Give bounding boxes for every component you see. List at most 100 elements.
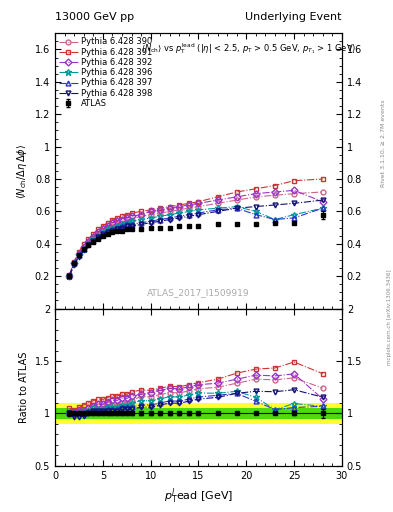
Pythia 6.428 390 <box>86 239 91 245</box>
Pythia 6.428 391 <box>101 223 105 229</box>
Pythia 6.428 392 <box>72 260 77 266</box>
Pythia 6.428 391 <box>96 226 101 232</box>
Pythia 6.428 392 <box>81 244 86 250</box>
Line: Pythia 6.428 398: Pythia 6.428 398 <box>67 198 325 279</box>
Pythia 6.428 398 <box>148 220 153 226</box>
Line: Pythia 6.428 390: Pythia 6.428 390 <box>67 189 325 279</box>
Pythia 6.428 398 <box>129 223 134 229</box>
Pythia 6.428 390 <box>177 207 182 213</box>
Line: Pythia 6.428 391: Pythia 6.428 391 <box>67 177 325 277</box>
Pythia 6.428 390 <box>196 203 201 209</box>
Pythia 6.428 398 <box>196 211 201 218</box>
Pythia 6.428 392 <box>67 273 72 279</box>
Pythia 6.428 398 <box>139 221 143 227</box>
Pythia 6.428 392 <box>148 208 153 215</box>
Pythia 6.428 397 <box>187 211 191 218</box>
Pythia 6.428 398 <box>67 273 72 279</box>
Pythia 6.428 396 <box>67 273 72 279</box>
Pythia 6.428 390 <box>105 225 110 231</box>
Pythia 6.428 397 <box>158 217 163 223</box>
Y-axis label: $\langle N_\mathrm{ch}/\Delta\eta\,\Delta\phi\rangle$: $\langle N_\mathrm{ch}/\Delta\eta\,\Delt… <box>15 143 29 199</box>
Pythia 6.428 391 <box>67 271 72 278</box>
Pythia 6.428 398 <box>110 228 115 234</box>
Pythia 6.428 390 <box>125 218 129 224</box>
Pythia 6.428 392 <box>129 213 134 219</box>
Pythia 6.428 391 <box>129 210 134 216</box>
Pythia 6.428 398 <box>86 242 91 248</box>
Pythia 6.428 397 <box>119 223 124 229</box>
Pythia 6.428 397 <box>91 238 95 244</box>
Pythia 6.428 390 <box>72 260 77 266</box>
Pythia 6.428 392 <box>96 229 101 236</box>
Pythia 6.428 397 <box>167 215 172 221</box>
Pythia 6.428 392 <box>101 226 105 232</box>
Pythia 6.428 396 <box>148 215 153 221</box>
Pythia 6.428 396 <box>215 205 220 211</box>
Pythia 6.428 392 <box>234 194 239 200</box>
Pythia 6.428 398 <box>158 218 163 224</box>
Pythia 6.428 390 <box>119 220 124 226</box>
Pythia 6.428 392 <box>167 205 172 211</box>
Pythia 6.428 392 <box>158 207 163 213</box>
Text: Rivet 3.1.10, ≥ 2.7M events: Rivet 3.1.10, ≥ 2.7M events <box>381 99 386 187</box>
Pythia 6.428 397 <box>86 241 91 247</box>
Pythia 6.428 398 <box>167 217 172 223</box>
Pythia 6.428 396 <box>96 232 101 239</box>
Pythia 6.428 392 <box>110 220 115 226</box>
Pythia 6.428 396 <box>81 246 86 252</box>
Pythia 6.428 396 <box>110 225 115 231</box>
Pythia 6.428 391 <box>139 208 143 215</box>
Pythia 6.428 390 <box>101 228 105 234</box>
Pythia 6.428 391 <box>158 205 163 211</box>
Pythia 6.428 397 <box>177 213 182 219</box>
Pythia 6.428 398 <box>273 202 277 208</box>
Pythia 6.428 397 <box>125 221 129 227</box>
Pythia 6.428 392 <box>292 187 296 194</box>
Pythia 6.428 391 <box>215 194 220 200</box>
Pythia 6.428 398 <box>177 215 182 221</box>
Pythia 6.428 390 <box>215 200 220 206</box>
Pythia 6.428 396 <box>196 207 201 213</box>
Line: Pythia 6.428 397: Pythia 6.428 397 <box>67 206 325 279</box>
Pythia 6.428 391 <box>86 236 91 242</box>
Pythia 6.428 398 <box>72 262 77 268</box>
Pythia 6.428 397 <box>72 260 77 266</box>
Pythia 6.428 390 <box>167 208 172 215</box>
Pythia 6.428 390 <box>81 244 86 250</box>
Pythia 6.428 392 <box>91 234 95 241</box>
Pythia 6.428 390 <box>320 189 325 195</box>
Text: Underlying Event: Underlying Event <box>245 11 342 22</box>
Pythia 6.428 396 <box>129 218 134 224</box>
Pythia 6.428 392 <box>139 211 143 218</box>
Pythia 6.428 396 <box>292 211 296 218</box>
Pythia 6.428 398 <box>119 225 124 231</box>
Text: mcplots.cern.ch [arXiv:1306.3436]: mcplots.cern.ch [arXiv:1306.3436] <box>387 270 391 365</box>
Pythia 6.428 397 <box>253 211 258 218</box>
Pythia 6.428 392 <box>253 190 258 197</box>
Pythia 6.428 390 <box>148 211 153 218</box>
Pythia 6.428 396 <box>115 223 119 229</box>
Line: Pythia 6.428 392: Pythia 6.428 392 <box>67 188 325 279</box>
Pythia 6.428 390 <box>96 231 101 237</box>
Pythia 6.428 398 <box>81 247 86 253</box>
Text: $\langle N_\mathrm{ch}\rangle$ vs $p_\mathrm{T}^\mathrm{lead}$ ($|\eta|$ < 2.5, : $\langle N_\mathrm{ch}\rangle$ vs $p_\ma… <box>141 41 356 56</box>
Pythia 6.428 398 <box>125 223 129 229</box>
Pythia 6.428 398 <box>320 197 325 203</box>
Pythia 6.428 396 <box>86 241 91 247</box>
Pythia 6.428 397 <box>101 231 105 237</box>
Pythia 6.428 397 <box>148 218 153 224</box>
Pythia 6.428 397 <box>273 217 277 223</box>
Text: 13000 GeV pp: 13000 GeV pp <box>55 11 134 22</box>
Pythia 6.428 398 <box>292 200 296 206</box>
Pythia 6.428 397 <box>139 220 143 226</box>
Pythia 6.428 390 <box>110 223 115 229</box>
Pythia 6.428 392 <box>105 223 110 229</box>
Pythia 6.428 392 <box>196 200 201 206</box>
Y-axis label: Ratio to ATLAS: Ratio to ATLAS <box>19 352 29 423</box>
Pythia 6.428 392 <box>187 202 191 208</box>
Pythia 6.428 396 <box>158 213 163 219</box>
Pythia 6.428 390 <box>187 205 191 211</box>
Pythia 6.428 396 <box>125 220 129 226</box>
Pythia 6.428 390 <box>234 197 239 203</box>
Pythia 6.428 398 <box>91 238 95 244</box>
